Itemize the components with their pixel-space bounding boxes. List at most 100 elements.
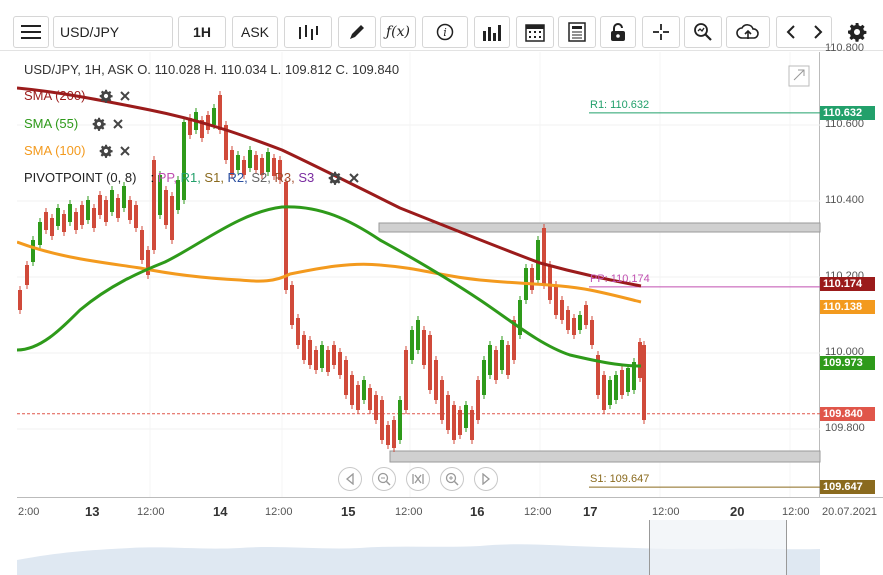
- candle-body: [386, 425, 390, 445]
- pencil-icon: [350, 25, 364, 39]
- zoom-out-button[interactable]: [372, 467, 396, 491]
- zoom-in-button[interactable]: [440, 467, 464, 491]
- menu-button[interactable]: [13, 16, 49, 48]
- candle-body: [350, 375, 354, 405]
- candle-body: [626, 368, 630, 392]
- toolbar: USD/JPY 1H ASK ƒ(x) i: [0, 0, 883, 51]
- legend-row: PIVOTPOINT (0, 8): PP, R1, S1, R2, S2, R…: [24, 170, 360, 185]
- candle-body: [164, 190, 168, 225]
- reset-zoom-button[interactable]: [406, 467, 430, 491]
- y-tick-label: 110.600: [825, 118, 864, 130]
- scroll-right-button[interactable]: [474, 467, 498, 491]
- gear-icon[interactable]: [328, 171, 342, 185]
- legend-label[interactable]: SMA (55): [24, 116, 79, 131]
- candle-body: [236, 155, 240, 170]
- scroll-left-button[interactable]: [338, 467, 362, 491]
- news-button[interactable]: [558, 16, 596, 48]
- price-tag: 110.138: [820, 299, 875, 314]
- gear-icon[interactable]: [99, 144, 114, 158]
- sma-100-line[interactable]: [17, 240, 642, 304]
- bar-chart-button[interactable]: [474, 16, 510, 48]
- lock-icon: [611, 23, 625, 41]
- bar-chart-icon: [483, 25, 501, 41]
- x-tick-label: 12:00: [782, 506, 810, 518]
- candle-body: [356, 385, 360, 410]
- zoom-out-icon: [377, 472, 391, 486]
- navigator-window[interactable]: [649, 520, 786, 575]
- candle-body: [338, 352, 342, 375]
- close-icon[interactable]: [119, 90, 131, 102]
- candles-icon: [299, 25, 318, 40]
- expand-icon[interactable]: [788, 65, 810, 87]
- candle-body: [500, 340, 504, 370]
- legend-row: SMA (55): [24, 116, 124, 131]
- close-icon[interactable]: [348, 172, 360, 184]
- price-chart[interactable]: [17, 50, 883, 575]
- info-button[interactable]: i: [422, 16, 468, 48]
- candle-body: [494, 350, 498, 380]
- ohlc-readout: USD/JPY, 1H, ASK O. 110.028 H. 110.034 L…: [24, 62, 400, 77]
- indicators-button[interactable]: ƒ(x): [380, 16, 416, 48]
- candle-body: [50, 218, 54, 236]
- price-type-select[interactable]: ASK: [232, 16, 278, 48]
- candle-body: [31, 240, 35, 262]
- candle-body: [572, 318, 576, 335]
- candle-body: [548, 265, 552, 300]
- lock-button[interactable]: [600, 16, 636, 48]
- x-tick-label: 2:00: [18, 506, 40, 518]
- chevron-right-icon[interactable]: [813, 24, 823, 40]
- candle-body: [542, 228, 546, 285]
- cloud-save-button[interactable]: [726, 16, 770, 48]
- close-icon[interactable]: [112, 118, 124, 130]
- pivot-component: S1,: [204, 170, 228, 185]
- candle-body: [206, 115, 210, 130]
- calendar-button[interactable]: [516, 16, 554, 48]
- support-zone[interactable]: [389, 450, 821, 463]
- symbol-select[interactable]: USD/JPY: [53, 16, 173, 48]
- candle-body: [578, 315, 582, 330]
- candle-body: [260, 158, 264, 175]
- function-icon: ƒ(x): [385, 24, 410, 40]
- candle-body: [608, 380, 612, 405]
- candle-body: [74, 212, 78, 230]
- candle-body: [68, 204, 72, 222]
- s1-label: S1: 109.647: [590, 473, 650, 486]
- close-icon[interactable]: [119, 145, 131, 157]
- candle-body: [344, 360, 348, 395]
- expand-arrow: [793, 69, 805, 81]
- gear-icon[interactable]: [99, 89, 114, 103]
- gear-icon[interactable]: [92, 117, 106, 131]
- chart-type-button[interactable]: [284, 16, 332, 48]
- candle-body: [248, 150, 252, 168]
- settings-button[interactable]: [840, 16, 874, 48]
- candle-body: [452, 405, 456, 440]
- y-tick-label: 110.400: [825, 194, 864, 206]
- candle-body: [392, 420, 396, 448]
- candle-body: [440, 380, 444, 420]
- candle-body: [170, 196, 174, 240]
- calendar-icon: [525, 24, 545, 42]
- candle-body: [98, 195, 102, 215]
- hamburger-icon: [21, 25, 41, 39]
- crosshair-button[interactable]: [642, 16, 680, 48]
- x-tick-label: 15: [341, 504, 356, 519]
- candle-body: [44, 212, 48, 230]
- y-tick-label: 109.800: [825, 422, 865, 434]
- legend-label[interactable]: SMA (100): [24, 143, 86, 158]
- price-tag: 110.632: [820, 105, 875, 120]
- sma-55-line[interactable]: [17, 205, 642, 368]
- price-type-value: ASK: [240, 24, 269, 40]
- legend-label[interactable]: PIVOTPOINT (0, 8): [24, 170, 137, 185]
- candle-body: [530, 268, 534, 290]
- pivot-component: R1,: [180, 170, 205, 185]
- candle-body: [326, 350, 330, 372]
- zoom-button[interactable]: [684, 16, 722, 48]
- timeframe-select[interactable]: 1H: [178, 16, 226, 48]
- resistance-zone[interactable]: [378, 222, 821, 233]
- candle-body: [182, 122, 186, 200]
- draw-tool-button[interactable]: [338, 16, 376, 48]
- pivot-component: R2,: [227, 170, 252, 185]
- legend-label[interactable]: SMA (200): [24, 88, 86, 103]
- chevron-left-icon[interactable]: [786, 24, 796, 40]
- plot-area: [17, 52, 820, 497]
